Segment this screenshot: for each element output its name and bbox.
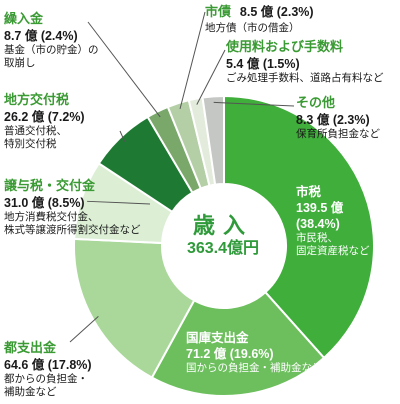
slice-1 — [150, 290, 326, 397]
label-kokkoshishutsukin: 国庫支出金 71.2 億 (19.6%) 国からの負担金・補助金など — [186, 330, 323, 375]
donut-slices — [73, 94, 375, 397]
slice-note: 都からの負担金・ — [4, 372, 88, 385]
leader-lines — [69, 11, 295, 343]
slice-note: 株式等譲渡所得割交付金など — [4, 224, 141, 237]
slice-2 — [73, 237, 196, 379]
label-joyozei: 譲与税・交付金 31.0 億 (8.5%) 地方消費税交付金、 株式等譲渡所得割… — [4, 178, 141, 238]
slice-value: 5.4 億 (1.5%) — [226, 56, 300, 71]
chart-total: 363.4億円 — [186, 240, 260, 258]
slice-value: 8.5 億 (2.3%) — [239, 5, 314, 19]
slice-note: 基金（市の貯金）の — [4, 43, 99, 56]
slice-note: 市民税、 — [296, 232, 338, 244]
leader-line-7 — [196, 49, 226, 105]
slice-note: 保育所負担金など — [296, 127, 380, 140]
slice-value: 8.3 億 (2.3%) — [296, 112, 370, 127]
label-shizei: 市税 139.5 億 (38.4%) 市民税、 固定資産税など — [296, 184, 370, 259]
slice-value: 31.0 億 (8.5%) — [4, 195, 85, 210]
slice-name: 国庫支出金 — [186, 331, 249, 345]
leader-line-8 — [213, 101, 295, 107]
slice-0 — [223, 94, 375, 360]
slice-name: その他 — [296, 95, 336, 110]
slice-value: 26.2 億 (7.2%) — [4, 109, 85, 124]
slice-note: 地方消費税交付金、 — [4, 210, 99, 223]
slice-name: 使用料および手数料 — [226, 39, 344, 54]
chart-title: 歳入 — [192, 213, 253, 238]
slice-name: 市債 — [205, 4, 232, 19]
label-toshishutsukin: 都支出金 64.6 億 (17.8%) 都からの負担金・ 補助金など — [4, 340, 92, 400]
label-shiyoryo: 使用料および手数料 5.4 億 (1.5%) ごみ処理手数料、道路占有料など — [226, 39, 384, 85]
slice-name: 都支出金 — [4, 340, 57, 355]
slice-note: ごみ処理手数料、道路占有料など — [226, 71, 384, 84]
label-chihokofuzei: 地方交付税 26.2 億 (7.2%) 普通交付税、 特別交付税 — [4, 92, 85, 152]
slice-name: 地方交付税 — [4, 92, 70, 107]
label-sonota: その他 8.3 億 (2.3%) 保育所負担金など — [296, 95, 380, 141]
slice-note: 固定資産税など — [296, 245, 370, 258]
leader-line-5 — [87, 21, 161, 118]
donut-center-label: 歳入 363.4億円 — [165, 213, 281, 260]
slice-value: 139.5 億 — [296, 201, 344, 215]
slice-note: 地方債（市の借金） — [205, 22, 300, 35]
leader-line-4 — [119, 130, 126, 142]
label-shisai: 市債 8.5 億 (2.3%) 地方債（市の借金） — [205, 2, 314, 36]
slice-note: 補助金など — [4, 386, 57, 399]
leader-line-2 — [69, 316, 99, 343]
slice-name: 繰入金 — [4, 11, 44, 26]
slice-value: 71.2 億 (19.6%) — [186, 347, 274, 361]
slice-value: 8.7 億 (2.4%) — [4, 28, 78, 43]
slice-value: 64.6 億 (17.8%) — [4, 357, 92, 372]
slice-percent: (38.4%) — [296, 217, 340, 231]
slice-note: 国からの負担金・補助金など — [186, 362, 323, 374]
slice-8 — [201, 94, 225, 186]
leader-line-6 — [179, 11, 206, 110]
slice-note: 特別交付税 — [4, 138, 57, 151]
slice-name: 譲与税・交付金 — [4, 178, 96, 193]
leader-line-3 — [87, 200, 151, 205]
label-kuriirekin: 繰入金 8.7 億 (2.4%) 基金（市の貯金）の 取崩し — [4, 11, 99, 71]
slice-name: 市税 — [296, 185, 322, 199]
slice-note: 取崩し — [4, 57, 36, 70]
slice-note: 普通交付税、 — [4, 124, 67, 137]
